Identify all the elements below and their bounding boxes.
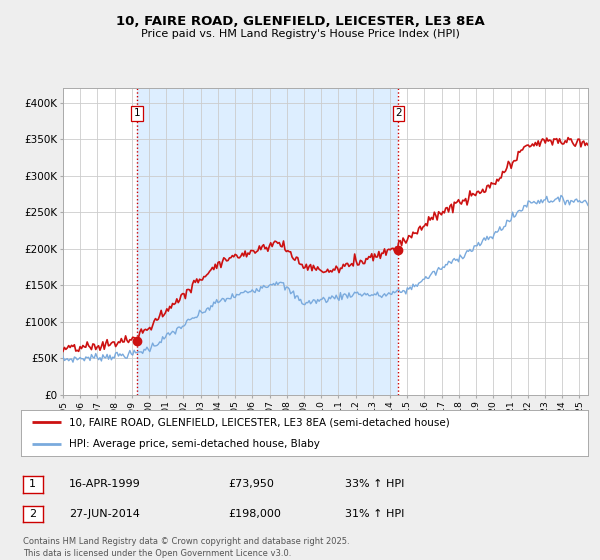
Text: 27-JUN-2014: 27-JUN-2014 xyxy=(69,509,140,519)
Text: 1: 1 xyxy=(29,479,36,489)
Bar xyxy=(137,88,398,395)
Text: 31% ↑ HPI: 31% ↑ HPI xyxy=(345,509,404,519)
Text: 33% ↑ HPI: 33% ↑ HPI xyxy=(345,479,404,489)
Text: Price paid vs. HM Land Registry's House Price Index (HPI): Price paid vs. HM Land Registry's House … xyxy=(140,29,460,39)
Text: 10, FAIRE ROAD, GLENFIELD, LEICESTER, LE3 8EA: 10, FAIRE ROAD, GLENFIELD, LEICESTER, LE… xyxy=(116,15,484,28)
Text: 10, FAIRE ROAD, GLENFIELD, LEICESTER, LE3 8EA (semi-detached house): 10, FAIRE ROAD, GLENFIELD, LEICESTER, LE… xyxy=(69,417,450,427)
Text: HPI: Average price, semi-detached house, Blaby: HPI: Average price, semi-detached house,… xyxy=(69,439,320,449)
Text: 16-APR-1999: 16-APR-1999 xyxy=(69,479,141,489)
Text: £73,950: £73,950 xyxy=(228,479,274,489)
Text: £198,000: £198,000 xyxy=(228,509,281,519)
Text: 2: 2 xyxy=(395,109,402,119)
Text: 2: 2 xyxy=(29,509,36,519)
Text: 1: 1 xyxy=(134,109,140,119)
Text: Contains HM Land Registry data © Crown copyright and database right 2025.
This d: Contains HM Land Registry data © Crown c… xyxy=(23,537,349,558)
